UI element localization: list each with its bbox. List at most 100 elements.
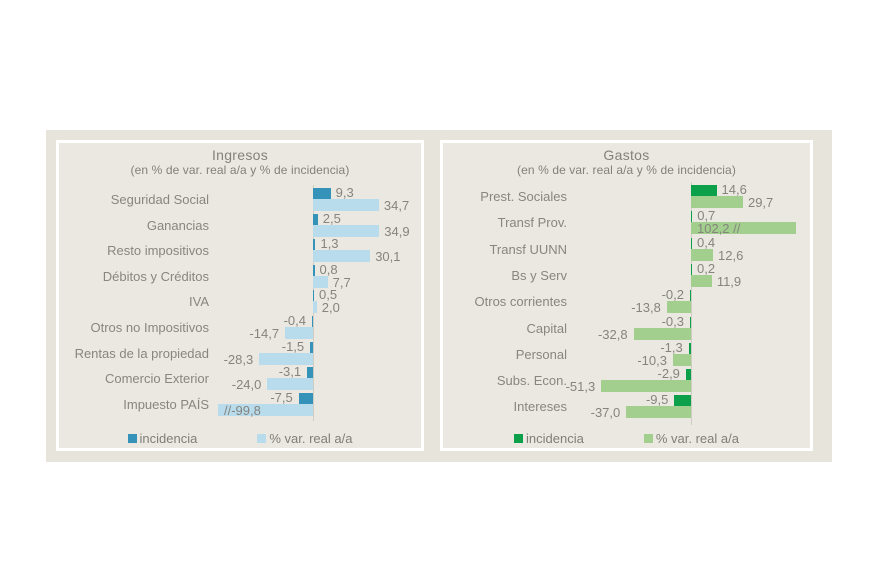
legend-item-incidencia: incidencia: [127, 431, 198, 446]
incidencia-bar: [691, 263, 692, 275]
incidencia-swatch-icon: [127, 434, 137, 443]
variacion-bar: [259, 352, 313, 365]
variacion-bar: [691, 248, 714, 261]
incidencia-bar: [691, 211, 693, 223]
variacion-bar: [218, 403, 313, 416]
incidencia-value-label: 0,2: [697, 260, 716, 276]
ingresos-chart-panel: Ingresos (en % de var. real a/a y % de i…: [56, 140, 424, 451]
variacion-bar: [691, 274, 712, 287]
incidencia-bar: [312, 316, 313, 327]
category-label: Bs y Serv: [511, 267, 567, 283]
category-label: Subs. Econ.: [496, 373, 567, 389]
variacion-value-label: -37,0: [590, 405, 621, 421]
incidencia-bar: [690, 316, 691, 328]
plot-area: Prest. Sociales 14,6 29,7 Transf Prov. 0,7 10…: [443, 143, 810, 448]
incidencia-bar: [688, 342, 691, 354]
legend: incidencia % var. real a/a: [59, 431, 421, 446]
incidencia-value-label: -3,1: [278, 364, 302, 380]
category-label: Resto impositivos: [107, 243, 209, 259]
category-label: Otros corrientes: [474, 294, 567, 310]
incidencia-value-label: 0,7: [697, 208, 716, 224]
legend-item-variacion: % var. real a/a: [257, 431, 352, 446]
category-label: Impuesto PAÍS: [123, 396, 209, 412]
legend-label: % var. real a/a: [655, 431, 739, 446]
variacion-value-label: 11,9: [716, 273, 742, 289]
category-label: Seguridad Social: [110, 192, 209, 207]
legend-item-incidencia: incidencia: [514, 431, 584, 446]
legend-label: % var. real a/a: [269, 431, 353, 446]
chart-subtitle: (en % de var. real a/a y % de incidencia…: [130, 163, 350, 177]
incidencia-bar: [674, 395, 691, 407]
incidencia-value-label: 14,6: [721, 182, 747, 197]
chart-subtitle: (en % de var. real a/a y % de incidencia…: [517, 163, 736, 177]
incidencia-bar: [691, 185, 717, 196]
incidencia-value-label: 2,5: [322, 210, 341, 226]
variacion-bar: [267, 378, 313, 391]
incidencia-bar: [313, 188, 331, 199]
variacion-value-label: 7,7: [332, 274, 351, 290]
incidencia-bar: [313, 290, 314, 302]
category-label: Débitos y Créditos: [102, 268, 209, 284]
variacion-value-label: 30,1: [375, 249, 401, 265]
variacion-bar: [691, 196, 743, 208]
incidencia-value-label: -0,4: [283, 313, 306, 328]
charts-frame: Ingresos (en % de var. real a/a y % de i…: [46, 130, 832, 462]
variacion-bar: [285, 327, 313, 339]
variacion-bar: [601, 380, 691, 393]
variacion-value-label: -10,3: [637, 352, 667, 368]
incidencia-bar: [313, 213, 318, 225]
category-label: Capital: [526, 320, 567, 336]
incidencia-bar: [690, 290, 691, 302]
variacion-bar: [313, 250, 371, 263]
chart-title: Gastos: [603, 147, 650, 163]
variacion-value-label: //-99,8: [224, 402, 261, 418]
incidencia-value-label: -1,3: [660, 339, 683, 355]
variacion-value-label: 34,7: [383, 198, 410, 213]
variacion-bar: [313, 199, 379, 211]
incidencia-value-label: 0,8: [319, 261, 338, 277]
variacion-swatch-icon: [643, 434, 653, 443]
incidencia-swatch-icon: [514, 434, 524, 443]
chart-title: Ingresos: [211, 147, 269, 163]
incidencia-value-label: -0,2: [661, 287, 684, 303]
legend-item-variacion: % var. real a/a: [643, 431, 739, 446]
incidencia-value-label: -0,3: [661, 313, 684, 329]
category-label: Transf Prov.: [497, 215, 567, 231]
variacion-swatch-icon: [257, 434, 267, 443]
variacion-value-label: -32,8: [597, 326, 628, 342]
variacion-bar: [313, 224, 380, 237]
category-label: IVA: [189, 294, 209, 310]
variacion-value-label: 12,6: [718, 247, 744, 263]
variacion-bar: [691, 222, 796, 235]
variacion-value-label: -13,8: [631, 300, 661, 316]
incidencia-value-label: 9,3: [335, 185, 354, 200]
category-label: Ganancias: [146, 217, 209, 233]
incidencia-value-label: -2,9: [657, 366, 680, 382]
incidencia-bar: [310, 341, 313, 353]
category-label: Transf UUNN: [489, 241, 567, 257]
variacion-value-label: -51,3: [565, 379, 596, 395]
category-label: Intereses: [513, 399, 567, 415]
category-label: Personal: [515, 346, 567, 362]
incidencia-value-label: -1,5: [281, 338, 305, 354]
legend-label: incidencia: [139, 431, 198, 446]
variacion-value-label: -14,7: [249, 326, 280, 341]
variacion-bar: [626, 406, 691, 419]
incidencia-value-label: -7,5: [270, 389, 293, 405]
incidencia-bar: [313, 239, 316, 251]
legend: incidencia % var. real a/a: [443, 431, 810, 446]
incidencia-bar: [307, 367, 313, 379]
variacion-value-label: 2,0: [321, 300, 340, 316]
gastos-chart-panel: Gastos (en % de var. real a/a y % de inc…: [440, 140, 813, 451]
category-label: Prest. Sociales: [480, 189, 567, 204]
incidencia-bar: [313, 264, 315, 276]
incidencia-value-label: 0,5: [319, 287, 338, 303]
incidencia-bar: [298, 392, 313, 404]
variacion-value-label: 29,7: [747, 195, 774, 210]
incidencia-bar: [691, 237, 692, 249]
variacion-bar: [672, 353, 691, 366]
legend-label: incidencia: [526, 431, 584, 446]
zero-axis-line: [691, 182, 692, 425]
category-label: Rentas de la propiedad: [74, 345, 209, 361]
